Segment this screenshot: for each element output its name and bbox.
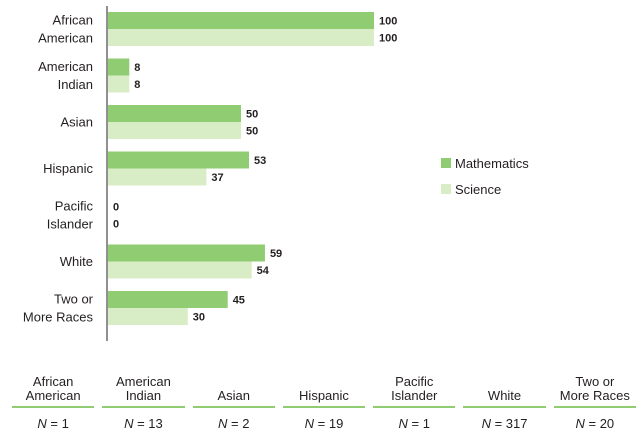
sample-size-n-symbol: N — [304, 416, 315, 431]
sample-size-value: = 1 — [407, 416, 430, 431]
sample-size-cell: N = 19 — [279, 406, 369, 433]
sample-size-value: = 13 — [133, 416, 163, 431]
sample-size-cell: N = 1 — [369, 406, 459, 433]
sample-size-header-cell: White — [459, 375, 549, 406]
sample-size-n-symbol: N — [398, 416, 408, 431]
bar-mathematics-white — [108, 244, 265, 262]
sample-size-cell: N = 1 — [8, 406, 98, 433]
bar-science-two-or-more-races — [108, 308, 188, 325]
bar-chart: 100 100 African American 8 8 American Indian 50 5… — [23, 6, 397, 341]
value-label-science-asian: 50 — [246, 126, 258, 138]
bar-science-white — [108, 261, 252, 279]
sample-size-rule — [282, 406, 366, 408]
bar-mathematics-american-indian — [108, 58, 130, 76]
sample-size-header-label: Asian — [217, 388, 250, 403]
sample-size-header-cell: Hispanic — [279, 375, 369, 406]
legend-label-science: Science — [455, 181, 502, 197]
sample-size-value: = 19 — [314, 416, 344, 431]
sample-size-value: = 2 — [227, 416, 250, 431]
sample-size-value: = 1 — [46, 416, 69, 431]
sample-size-header-cell: Two or More Races — [550, 375, 640, 406]
legend-swatch-science — [441, 184, 451, 194]
sample-size-cell: N = 317 — [459, 406, 549, 433]
bar-science-american-indian — [108, 75, 130, 93]
sample-size-header-label: Hispanic — [299, 388, 349, 403]
value-label-science-african-american: 100 — [379, 33, 397, 45]
value-label-science-hispanic: 37 — [211, 172, 223, 184]
value-label-mathematics-african-american: 100 — [379, 16, 397, 28]
value-label-mathematics-white: 59 — [270, 248, 282, 260]
bar-mathematics-hispanic — [108, 151, 249, 169]
sample-size-rule — [553, 406, 636, 408]
category-label-african-american: African American — [38, 13, 93, 46]
value-label-mathematics-two-or-more-races: 45 — [233, 295, 245, 307]
sample-size-header-row: African American American Indian Asian Hisp… — [8, 375, 640, 406]
sample-size-header-label: Two or More Races — [559, 374, 630, 403]
sample-size-header-cell: Asian — [189, 375, 279, 406]
sample-size-cell: N = 2 — [189, 406, 279, 433]
bar-science-hispanic — [108, 168, 207, 186]
category-label-hispanic: Hispanic — [43, 161, 93, 176]
sample-size-cell: N = 20 — [550, 406, 640, 433]
category-label-pacific-islander: Pacific Islander — [47, 199, 94, 232]
category-label-asian: Asian — [60, 115, 93, 130]
category-label-two-or-more-races: Two or More Races — [23, 292, 94, 325]
sample-size-rule — [12, 406, 95, 408]
sample-size-header-label: African American — [25, 374, 81, 403]
bar-science-african-american — [108, 29, 374, 46]
value-label-mathematics-hispanic: 53 — [254, 155, 266, 167]
sample-size-header-label: American Indian — [115, 374, 171, 403]
sample-size-table: African American American Indian Asian Hisp… — [8, 375, 640, 433]
value-label-mathematics-american-indian: 8 — [134, 62, 140, 74]
bar-science-asian — [108, 122, 241, 139]
sample-size-rule — [192, 406, 275, 408]
bar-mathematics-two-or-more-races — [108, 291, 228, 308]
sample-size-n-symbol: N — [124, 416, 134, 431]
category-label-white: White — [60, 254, 93, 269]
bar-mathematics-african-american — [108, 12, 374, 29]
legend-item-science: Science — [441, 176, 529, 202]
sample-size-header-cell: Pacific Islander — [369, 375, 459, 406]
sample-size-n-symbol: N — [575, 416, 585, 431]
sample-size-rule — [102, 406, 185, 408]
value-label-science-pacific-islander: 0 — [113, 219, 119, 231]
sample-size-n-symbol: N — [37, 416, 47, 431]
value-label-science-american-indian: 8 — [134, 79, 140, 91]
legend-item-mathematics: Mathematics — [441, 150, 529, 176]
sample-size-header-label: White — [487, 388, 522, 403]
sample-size-rule — [463, 406, 546, 408]
value-label-mathematics-asian: 50 — [246, 109, 258, 121]
sample-size-value: = 317 — [490, 416, 528, 431]
bar-mathematics-asian — [108, 105, 241, 122]
sample-size-rule — [373, 406, 456, 408]
sample-size-n-symbol: N — [481, 416, 491, 431]
legend-swatch-mathematics — [441, 158, 451, 168]
category-label-american-indian: American Indian — [38, 59, 93, 92]
sample-size-cell: N = 13 — [98, 406, 188, 433]
sample-size-n-symbol: N — [217, 416, 228, 431]
value-label-science-two-or-more-races: 30 — [193, 312, 205, 324]
value-label-science-white: 54 — [257, 265, 270, 277]
chart-legend: Mathematics Science — [441, 150, 529, 202]
sample-size-value: = 20 — [584, 416, 615, 431]
sample-size-header-cell: African American — [8, 375, 98, 406]
value-label-mathematics-pacific-islander: 0 — [113, 202, 119, 214]
legend-label-mathematics: Mathematics — [455, 155, 529, 171]
sample-size-header-cell: American Indian — [98, 375, 188, 406]
sample-size-header-label: Pacific Islander — [391, 374, 438, 403]
